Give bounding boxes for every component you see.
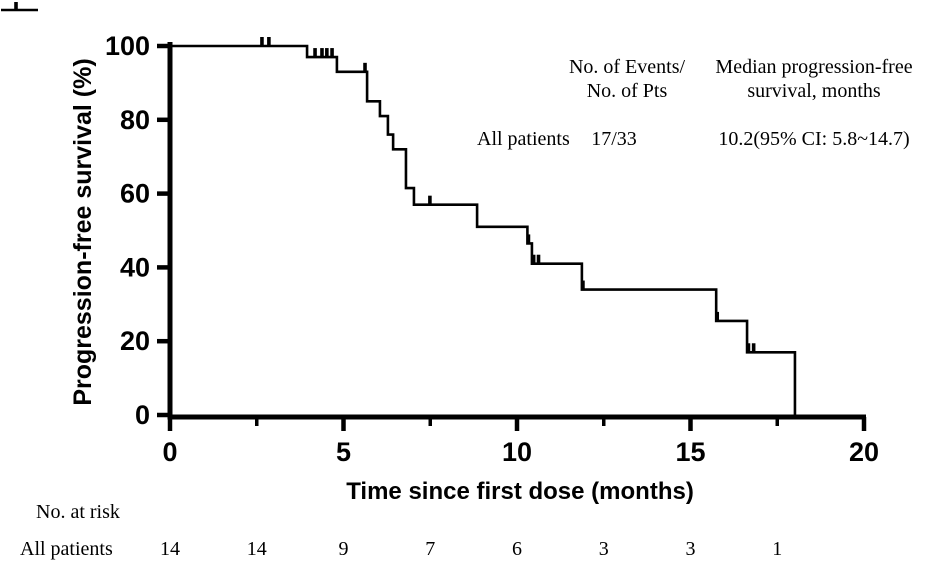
y-tick-label: 0 — [135, 400, 150, 430]
km-curve-legend-symbol — [1, 2, 38, 12]
y-tick-label: 20 — [120, 326, 150, 356]
x-tick-label: 0 — [162, 437, 177, 467]
at-risk-count: 14 — [246, 538, 267, 560]
x-tick-label: 15 — [675, 437, 705, 467]
at-risk-row-label: All patients — [20, 538, 113, 560]
at-risk-title: No. at risk — [36, 501, 120, 523]
at-risk-count: 1 — [772, 538, 783, 560]
y-tick-label: 80 — [120, 105, 150, 135]
legend-median-header-line2: survival, months — [747, 80, 881, 102]
legend-events-value: 17/33 — [591, 128, 637, 150]
legend-events-header-line2: No. of Pts — [586, 80, 668, 102]
x-tick-label: 10 — [502, 437, 532, 467]
at-risk-count: 7 — [425, 538, 436, 560]
x-tick-label: 20 — [849, 437, 879, 467]
y-tick-label: 100 — [105, 31, 150, 61]
y-tick-label: 60 — [120, 179, 150, 209]
at-risk-count: 3 — [598, 538, 609, 560]
legend-events-header: No. of Events/ No. of Pts — [527, 55, 727, 103]
y-tick-label: 40 — [120, 252, 150, 282]
legend-median-value: 10.2(95% CI: 5.8~14.7) — [718, 128, 910, 150]
legend-median-header: Median progression-free survival, months — [697, 55, 931, 103]
legend-series-label: All patients — [477, 128, 570, 150]
at-risk-count: 3 — [685, 538, 696, 560]
y-axis-title: Progression-free survival (%) — [69, 58, 97, 406]
legend-median-header-line1: Median progression-free — [715, 56, 913, 78]
km-curve — [170, 44, 797, 415]
at-risk-count: 9 — [338, 538, 349, 560]
x-axis-title: Time since first dose (months) — [346, 478, 694, 505]
at-risk-count: 6 — [512, 538, 522, 560]
legend-events-header-line1: No. of Events/ — [568, 56, 686, 78]
at-risk-count: 14 — [160, 538, 180, 560]
x-tick-label: 5 — [336, 437, 351, 467]
